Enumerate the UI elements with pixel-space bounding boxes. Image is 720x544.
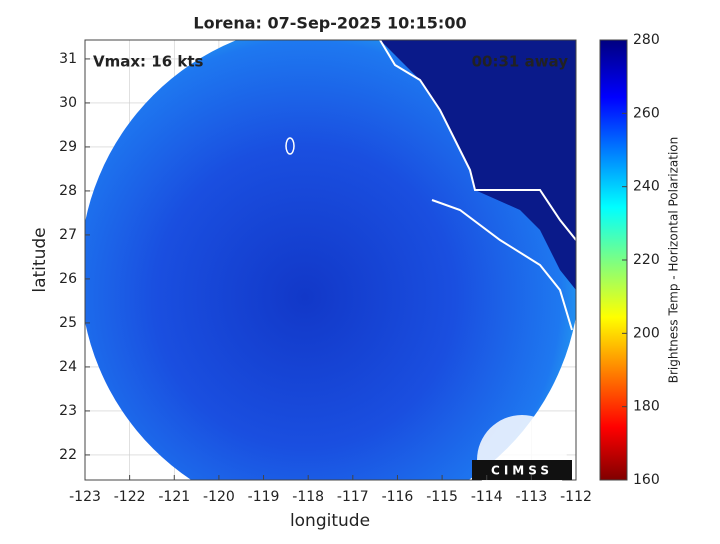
y-tick-label: 25 (59, 315, 77, 331)
coastline (379, 40, 576, 331)
y-tick-label: 24 (59, 359, 77, 375)
y-tick-label: 30 (59, 95, 77, 111)
axes-frame (84, 39, 577, 481)
island (285, 137, 295, 155)
x-tick-label: -118 (292, 489, 324, 505)
x-tick-label: -115 (426, 489, 458, 505)
logo: CIMSS (472, 415, 572, 505)
x-tick-label: -117 (337, 489, 369, 505)
x-tick-label: -123 (69, 489, 101, 505)
x-tick-label: -121 (158, 489, 190, 505)
x-tick-label: -114 (471, 489, 503, 505)
logo-text: CIMSS (491, 464, 553, 478)
y-tick-label: 28 (59, 183, 77, 199)
x-tick-label: -116 (382, 489, 414, 505)
y-tick-label: 23 (59, 403, 77, 419)
chart-title: Lorena: 07-Sep-2025 10:15:00 (193, 14, 466, 33)
y-tick-label: 29 (59, 139, 77, 155)
x-tick-label: -119 (248, 489, 280, 505)
satellite-swath (85, 40, 576, 480)
y-tick-label: 31 (59, 51, 77, 67)
colorbar-tick-label: 200 (633, 325, 660, 341)
y-axis-label: latitude (30, 227, 50, 292)
colorbar-tick-label: 280 (633, 32, 660, 48)
colorbar-tick-label: 260 (633, 105, 660, 121)
colorbar-label: Brightness Temp - Horizontal Polarizatio… (667, 137, 681, 384)
x-tick-label: -120 (203, 489, 235, 505)
x-tick-label: -112 (560, 489, 592, 505)
y-tick-label: 22 (59, 447, 77, 463)
x-tick-label: -122 (114, 489, 146, 505)
y-tick-label: 26 (59, 271, 77, 287)
colorbar-tick-label: 240 (633, 179, 660, 195)
y-tick-label: 27 (59, 227, 77, 243)
annotation: Vmax: 16 kts (93, 53, 203, 71)
colorbar-tick-label: 180 (633, 399, 660, 415)
colorbar-tick-label: 220 (633, 252, 660, 268)
x-tick-label: -113 (515, 489, 547, 505)
land (380, 40, 576, 290)
colorbar-tick-label: 160 (633, 472, 660, 488)
swath (85, 40, 576, 480)
annotation: 00:31 away (472, 53, 569, 71)
x-axis-label: longitude (290, 511, 370, 531)
